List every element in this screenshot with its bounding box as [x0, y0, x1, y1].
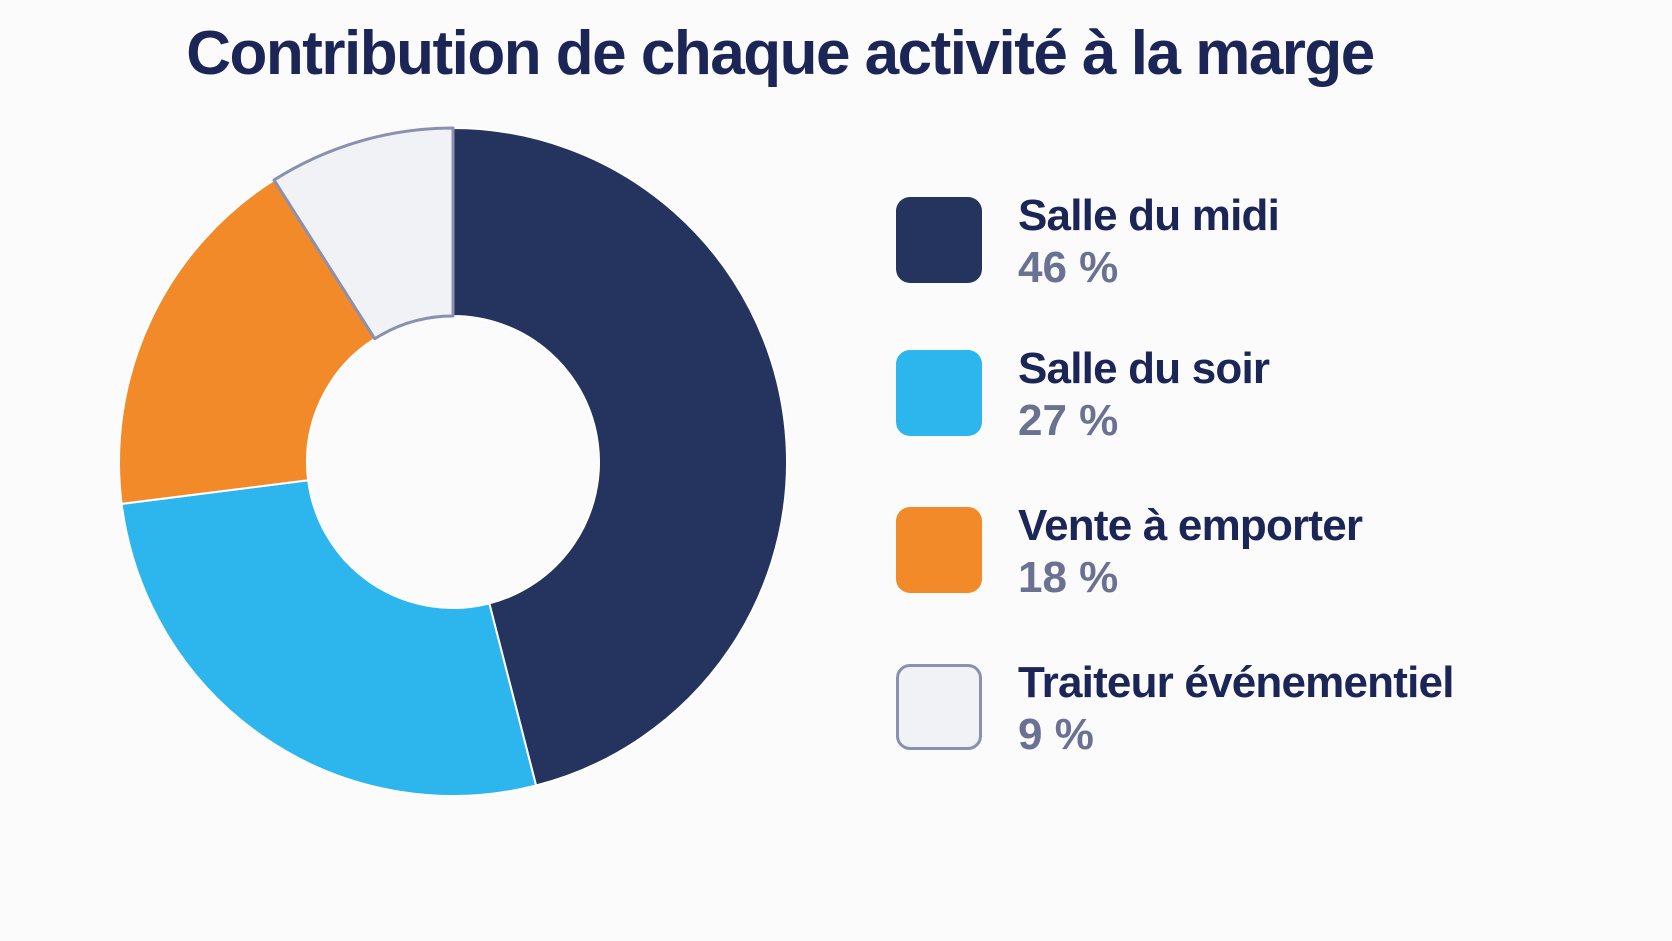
donut-chart: [118, 126, 788, 797]
legend-label-vente-a-emporter: Vente à emporter: [1018, 501, 1363, 550]
legend-swatch-salle-du-midi: [896, 197, 982, 283]
legend-swatch-vente-a-emporter: [896, 507, 982, 593]
legend-value-traiteur-evenementiel: 9 %: [1018, 710, 1094, 759]
donut-slice-vente-a-emporter: [118, 178, 376, 505]
legend-value-salle-du-midi: 46 %: [1018, 243, 1119, 292]
donut-slice-salle-du-midi: [452, 127, 788, 787]
legend-label-traiteur-evenementiel: Traiteur événementiel: [1018, 658, 1454, 707]
legend-swatch-salle-du-soir: [896, 350, 982, 436]
donut-slice-salle-du-soir: [120, 479, 538, 797]
legend-value-vente-a-emporter: 18 %: [1018, 553, 1119, 602]
legend-swatch-traiteur-evenementiel: [896, 664, 982, 750]
legend-value-salle-du-soir: 27 %: [1018, 396, 1119, 445]
chart-title: Contribution de chaque activité à la mar…: [186, 19, 1375, 88]
donut-slice-traiteur-evenementiel: [272, 126, 455, 341]
legend-label-salle-du-midi: Salle du midi: [1018, 191, 1280, 240]
legend-label-salle-du-soir: Salle du soir: [1018, 344, 1270, 393]
